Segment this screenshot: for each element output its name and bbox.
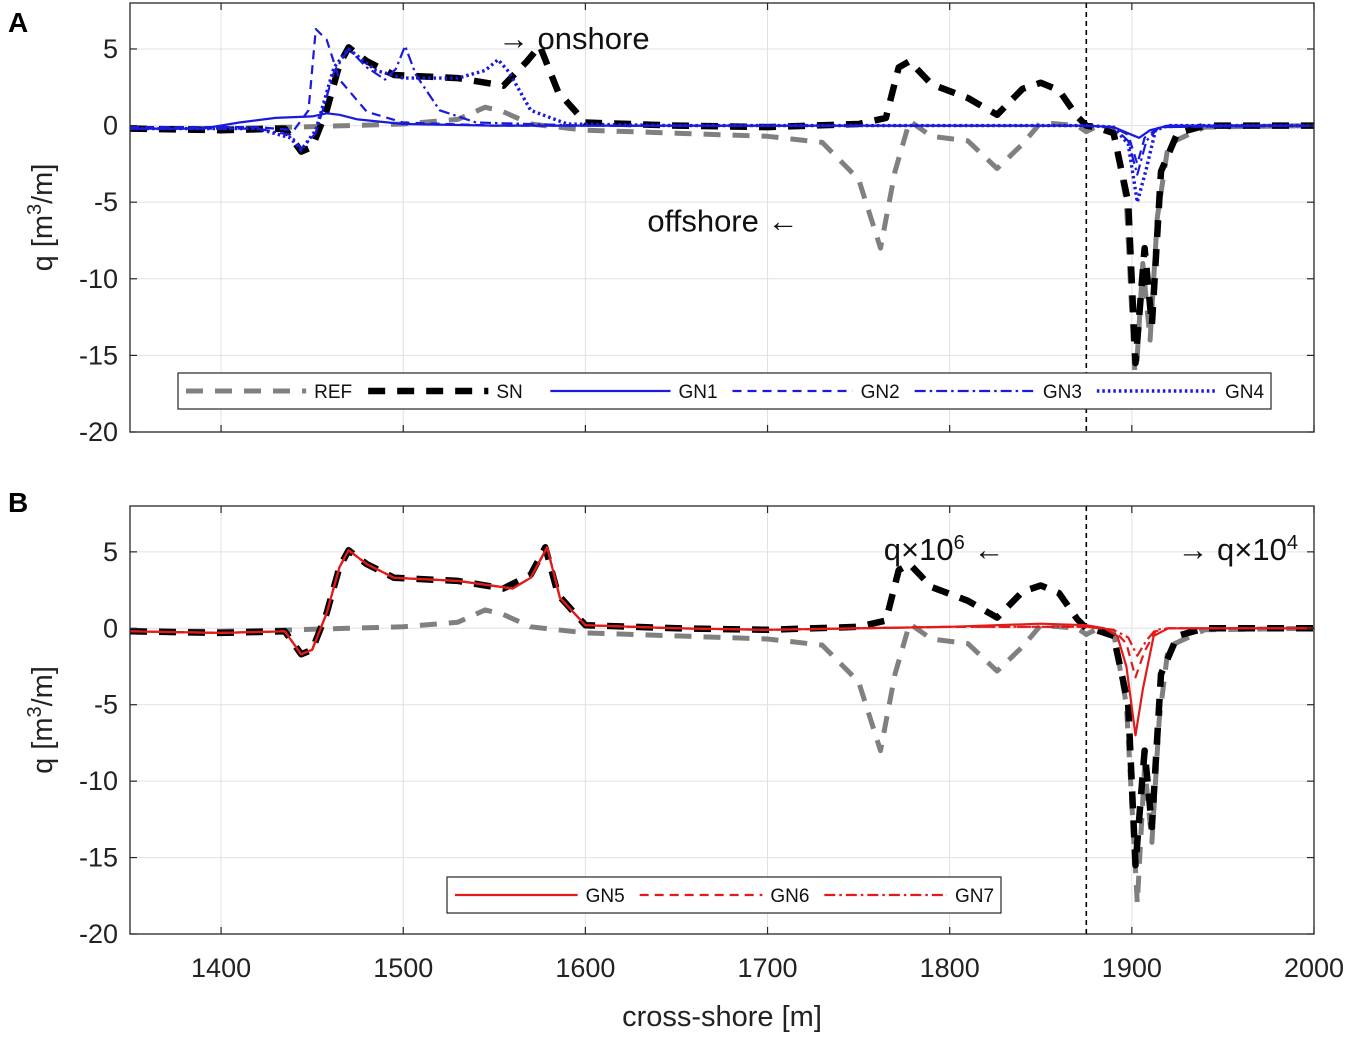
- legend-label-gn2: GN2: [861, 382, 900, 403]
- y-tick-label: -5: [94, 187, 118, 217]
- series-group: [130, 544, 1314, 906]
- legend-label-ref: REF: [314, 382, 352, 403]
- plot-area: [130, 3, 1314, 432]
- x-tick-label: 1800: [920, 953, 980, 983]
- series-line-gn4: [130, 47, 1314, 204]
- x-tick-label: 2000: [1284, 953, 1344, 983]
- annotation: q×106 ←: [884, 532, 1005, 567]
- y-tick-label: -5: [94, 690, 118, 720]
- y-tick-label: -15: [79, 340, 118, 370]
- series-line-ref: [130, 104, 1314, 389]
- panel-letter: A: [8, 7, 28, 38]
- legend-label-gn3: GN3: [1043, 382, 1082, 403]
- y-tick-label: 5: [103, 537, 118, 567]
- series-line-gn2: [130, 27, 1314, 165]
- x-tick-label: 1700: [737, 953, 797, 983]
- y-axis-label: q [m3/m]: [24, 164, 59, 272]
- legend-label-gn7: GN7: [955, 886, 994, 907]
- series-line-gn6: [130, 546, 1314, 679]
- annotation: → q×104: [1177, 532, 1298, 567]
- y-axis-label: q [m3/m]: [24, 666, 59, 774]
- legend-label-sn: SN: [496, 382, 522, 403]
- axes-box: [129, 2, 1315, 433]
- plot-area: [130, 506, 1314, 934]
- series-group: [130, 27, 1314, 389]
- y-tick-label: 0: [103, 111, 118, 141]
- x-tick-label: 1600: [555, 953, 615, 983]
- panel-B: 1400 1500 1600 1700 1800 1900 2000 -20 -15 -10 -5 0…: [8, 487, 1344, 1033]
- y-tick-label: -20: [79, 417, 118, 447]
- y-tick-label: -20: [79, 919, 118, 949]
- y-tick-label: -10: [79, 264, 118, 294]
- x-axis-label: cross-shore [m]: [622, 1001, 822, 1033]
- series-line-gn1: [130, 112, 1314, 139]
- legend-label-gn1: GN1: [679, 382, 718, 403]
- legend-box: [177, 372, 1272, 410]
- x-tick-label: 1400: [191, 953, 251, 983]
- y-tick-label: 5: [103, 34, 118, 64]
- y-tick-label: -15: [79, 843, 118, 873]
- axes-box: [129, 505, 1315, 935]
- panel-letter: B: [8, 487, 28, 518]
- y-tick-label: 0: [103, 613, 118, 643]
- series-line-ref: [130, 607, 1314, 906]
- legend-label-gn5: GN5: [586, 886, 625, 907]
- series-line-gn7: [130, 546, 1314, 657]
- legend-label-gn4: GN4: [1225, 382, 1265, 403]
- annotation: → onshore: [498, 21, 650, 56]
- annotation: offshore ←: [647, 204, 798, 239]
- legend: GN5 GN6 GN7: [446, 876, 1002, 914]
- legend-label-gn6: GN6: [770, 886, 809, 907]
- legend: REF SN GN1 GN2 GN3 GN4: [177, 372, 1272, 410]
- panel-A: -20 -15 -10 -5 0 5 q [m3/m] A → onshore offshore …: [8, 2, 1315, 447]
- series-line-gn3: [130, 44, 1314, 176]
- x-tick-label: 1900: [1102, 953, 1162, 983]
- y-tick-label: -10: [79, 766, 118, 796]
- x-tick-label: 1500: [373, 953, 433, 983]
